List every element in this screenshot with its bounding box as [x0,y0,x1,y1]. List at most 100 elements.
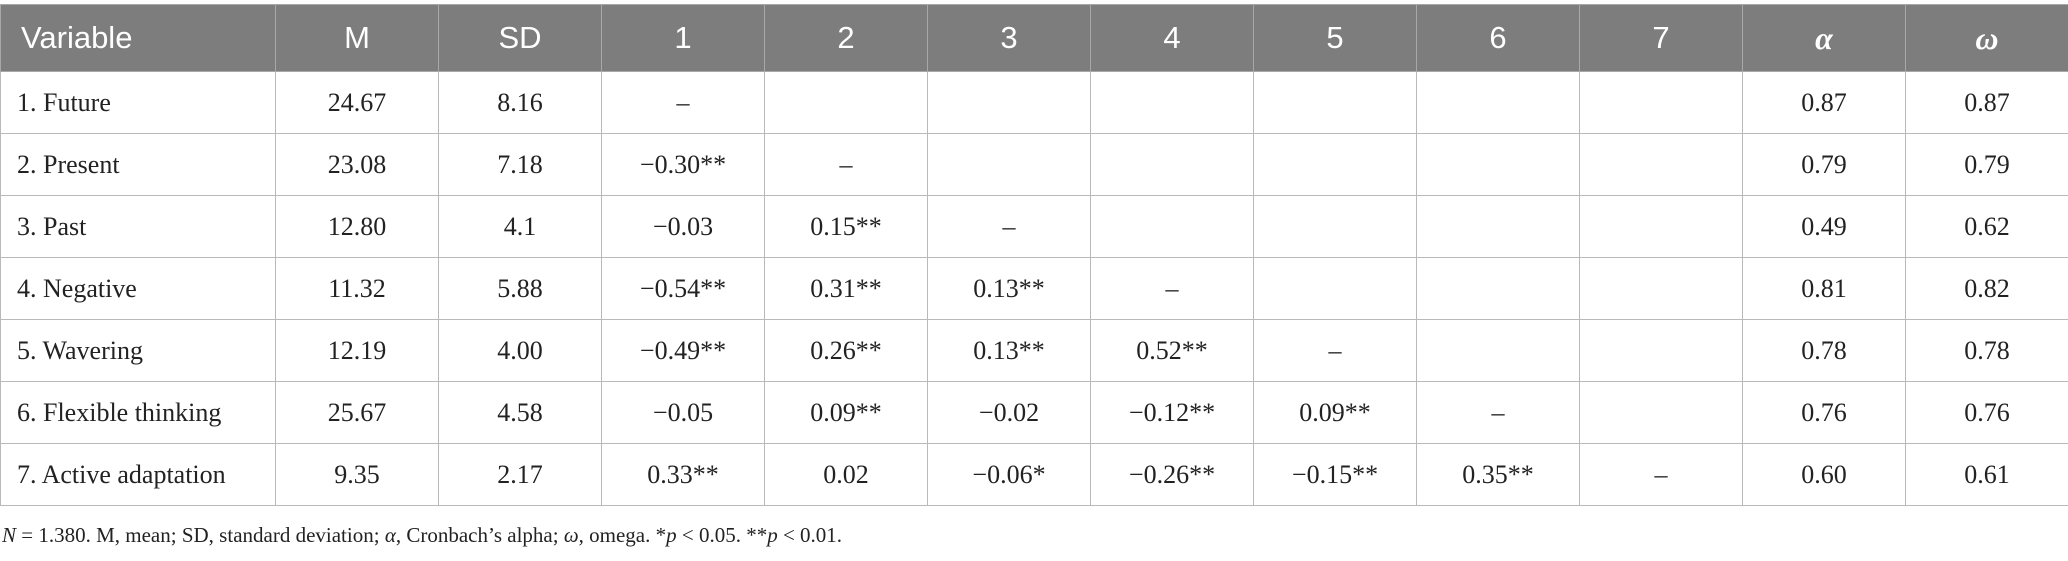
table-cell [1090,195,1254,258]
table-cell: −0.26** [1090,443,1254,506]
table-cell: 0.13** [927,319,1091,382]
table-cell: 5.88 [438,257,602,320]
table-row: 4. Negative 11.32 5.88 −0.54** 0.31** 0.13** –… [0,257,2068,320]
table-cell: −0.49** [601,319,765,382]
table-cell: 0.87 [1905,71,2068,134]
row-variable-label: 7. Active adaptation [0,443,276,506]
table-cell [927,71,1091,134]
table-cell [927,133,1091,196]
table-cell: 23.08 [275,133,439,196]
table-cell [1579,381,1743,444]
table-cell [1579,133,1743,196]
table-cell [1579,195,1743,258]
table-cell: −0.03 [601,195,765,258]
table-cell: 0.62 [1905,195,2068,258]
note-text-4: < 0.05. ** [676,523,768,547]
header-sd: SD [438,4,602,72]
row-variable-label: 3. Past [0,195,276,258]
table-cell [1416,257,1580,320]
table-cell [1253,257,1417,320]
table-cell [1090,133,1254,196]
header-omega: ω [1905,4,2068,72]
table-cell: 0.79 [1905,133,2068,196]
table-cell: 0.52** [1090,319,1254,382]
table-cell: 0.33** [601,443,765,506]
table-cell: −0.06* [927,443,1091,506]
table-cell: 0.02 [764,443,928,506]
table-cell: 11.32 [275,257,439,320]
table-cell [1416,319,1580,382]
header-variable: Variable [0,4,276,72]
table-cell [1253,71,1417,134]
table-cell: 0.78 [1905,319,2068,382]
table-cell: 4.58 [438,381,602,444]
table-cell [1253,195,1417,258]
table-cell: 0.35** [1416,443,1580,506]
table-cell: – [1090,257,1254,320]
header-mean: M [275,4,439,72]
table-row: 3. Past 12.80 4.1 −0.03 0.15** – 0.49 0.62 [0,195,2068,258]
header-col-1: 1 [601,4,765,72]
table-cell [1416,195,1580,258]
table-cell: −0.30** [601,133,765,196]
table-body: 1. Future 24.67 8.16–0.87 0.87 2. Present 23.… [0,71,2068,506]
header-alpha: α [1742,4,1906,72]
table-cell [1579,319,1743,382]
table-cell [1090,71,1254,134]
row-variable-label: 4. Negative [0,257,276,320]
table-cell: – [764,133,928,196]
table-cell: 2.17 [438,443,602,506]
table-cell: 0.60 [1742,443,1906,506]
note-p-symbol-1: p [666,523,677,547]
note-p-symbol-2: p [767,523,778,547]
table-cell: −0.15** [1253,443,1417,506]
table-cell: −0.12** [1090,381,1254,444]
table-cell: – [927,195,1091,258]
table-cell [1416,71,1580,134]
table-cell: −0.02 [927,381,1091,444]
header-col-3: 3 [927,4,1091,72]
row-variable-label: 2. Present [0,133,276,196]
table-footnote: N = 1.380. M, mean; SD, standard deviati… [2,523,842,548]
header-col-6: 6 [1416,4,1580,72]
correlation-table-container: Variable M SD 1 2 3 4 5 6 7 α ω 1. Futur… [0,4,2068,506]
header-col-5: 5 [1253,4,1417,72]
table-cell: 4.00 [438,319,602,382]
table-cell [1253,133,1417,196]
note-omega-symbol: ω [563,523,579,547]
table-cell: 0.31** [764,257,928,320]
note-text-2: , Cronbach’s alpha; [395,523,564,547]
table-cell: 0.26** [764,319,928,382]
table-cell: 12.19 [275,319,439,382]
table-header-row: Variable M SD 1 2 3 4 5 6 7 α ω [0,4,2068,72]
table-cell: 0.82 [1905,257,2068,320]
header-col-4: 4 [1090,4,1254,72]
table-row: 6. Flexible thinking 25.67 4.58 −0.05 0.09**… [0,381,2068,444]
row-variable-label: 1. Future [0,71,276,134]
table-cell: 0.09** [1253,381,1417,444]
table-cell: 0.87 [1742,71,1906,134]
table-cell: 0.49 [1742,195,1906,258]
table-cell: – [1579,443,1743,506]
table-cell: 0.78 [1742,319,1906,382]
table-row: 1. Future 24.67 8.16– 0.87 0.87 [0,71,2068,134]
table-cell: – [601,71,765,134]
table-cell: – [1416,381,1580,444]
table-cell: −0.54** [601,257,765,320]
table-cell: 0.09** [764,381,928,444]
row-variable-label: 6. Flexible thinking [0,381,276,444]
table-cell: 24.67 [275,71,439,134]
table-cell: 0.76 [1742,381,1906,444]
table-cell [1416,133,1580,196]
table-row: 2. Present 23.08 7.18 −0.30** – 0.79 0.79 [0,133,2068,196]
table-row: 7. Active adaptation 9.35 2.17 0.33** 0.02 −0… [0,443,2068,506]
table-cell: 8.16 [438,71,602,134]
table-cell [1579,257,1743,320]
table-cell: 9.35 [275,443,439,506]
table-cell: −0.05 [601,381,765,444]
note-text-3: , omega. * [578,523,667,547]
note-text-5: < 0.01. [777,523,843,547]
table-cell: 4.1 [438,195,602,258]
header-col-2: 2 [764,4,928,72]
table-cell: 0.61 [1905,443,2068,506]
